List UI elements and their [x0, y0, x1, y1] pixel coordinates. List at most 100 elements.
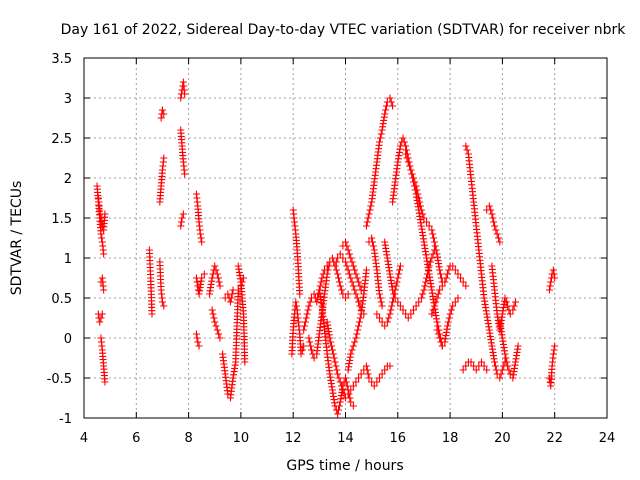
- y-tick-label: 2.5: [51, 132, 72, 147]
- data-point: [434, 290, 442, 298]
- data-point: [215, 278, 223, 286]
- data-point: [227, 294, 235, 302]
- data-point: [351, 338, 359, 346]
- plot-frame: [83, 57, 608, 419]
- data-point: [177, 218, 185, 226]
- data-point: [181, 170, 189, 178]
- data-point: [381, 322, 389, 330]
- data-point: [417, 206, 425, 214]
- data-point: [98, 310, 106, 318]
- x-tick-labels: 4 6 8 10 12 14 16 18 20 22 24: [80, 431, 615, 446]
- x-tick-label: 4: [80, 431, 88, 446]
- data-point: [198, 274, 206, 282]
- data-point: [193, 334, 201, 342]
- data-point: [436, 334, 444, 342]
- y-axis-title: SDTVAR / TECUs: [9, 181, 25, 296]
- data-point: [316, 282, 324, 290]
- data-point: [550, 346, 558, 354]
- data-point: [402, 150, 410, 158]
- data-point: [385, 314, 393, 322]
- data-point: [338, 382, 346, 390]
- data-point: [347, 254, 355, 262]
- data-point: [181, 90, 189, 98]
- data-point: [342, 294, 349, 302]
- data-point: [318, 274, 326, 282]
- data-point: [353, 294, 361, 302]
- data-point: [551, 342, 559, 350]
- data-point: [487, 206, 495, 214]
- data-point: [438, 342, 446, 350]
- chart-title: Day 161 of 2022, Sidereal Day-to-day VTE…: [61, 22, 627, 38]
- data-point: [308, 346, 316, 354]
- data-point: [208, 306, 216, 314]
- x-tick-label: 24: [599, 431, 616, 446]
- data-point: [449, 302, 457, 310]
- data-point: [546, 282, 554, 290]
- data-point: [383, 318, 391, 326]
- data-point: [459, 278, 467, 286]
- data-point: [160, 302, 168, 310]
- data-point: [492, 226, 500, 234]
- data-point: [343, 242, 351, 250]
- data-point: [545, 286, 553, 294]
- x-tick-label: 22: [546, 431, 563, 446]
- data-point: [457, 274, 465, 282]
- data-point: [354, 326, 362, 334]
- data-point: [386, 310, 394, 318]
- data-point: [97, 230, 105, 238]
- y-tick-label: 0.5: [51, 292, 72, 307]
- data-point: [472, 366, 480, 374]
- data-point: [192, 330, 200, 338]
- data-point: [212, 266, 220, 274]
- y-tick-label: -1: [59, 412, 72, 427]
- x-tick-label: 14: [337, 431, 354, 446]
- data-point: [491, 222, 499, 230]
- data-point: [462, 282, 470, 290]
- data-point: [336, 250, 344, 258]
- data-point: [332, 362, 340, 370]
- data-point: [335, 374, 343, 382]
- data-point: [362, 362, 370, 370]
- data-point: [438, 282, 446, 290]
- data-point: [509, 306, 517, 314]
- data-point: [300, 326, 308, 334]
- data-point: [454, 294, 462, 302]
- data-point: [430, 234, 438, 242]
- data-point: [335, 406, 343, 414]
- data-point: [355, 278, 363, 286]
- data-point: [382, 106, 390, 114]
- x-tick-label: 18: [442, 431, 459, 446]
- data-point: [501, 350, 509, 358]
- data-point: [423, 218, 431, 226]
- data-point: [444, 318, 452, 326]
- data-point: [549, 350, 557, 358]
- data-point: [369, 238, 377, 246]
- data-point: [213, 270, 221, 278]
- data-point: [504, 302, 512, 310]
- data-point: [431, 242, 439, 250]
- data-point: [386, 94, 394, 102]
- x-axis-title: GPS time / hours: [286, 458, 403, 474]
- data-point: [304, 306, 312, 314]
- data-point: [342, 374, 349, 382]
- data-point: [241, 358, 249, 366]
- data-point: [430, 302, 438, 310]
- data-point: [178, 214, 186, 222]
- data-point: [462, 362, 470, 370]
- data-point: [330, 354, 338, 362]
- data-point: [511, 298, 519, 306]
- data-points: [93, 78, 559, 418]
- data-point: [339, 386, 347, 394]
- data-point: [339, 254, 347, 262]
- data-point: [362, 266, 370, 274]
- data-point: [160, 110, 168, 118]
- data-point: [328, 346, 336, 354]
- data-point: [349, 402, 357, 410]
- data-point: [506, 310, 514, 318]
- data-point: [419, 290, 427, 298]
- data-point: [211, 262, 219, 270]
- data-point: [356, 282, 364, 290]
- data-point: [441, 278, 449, 286]
